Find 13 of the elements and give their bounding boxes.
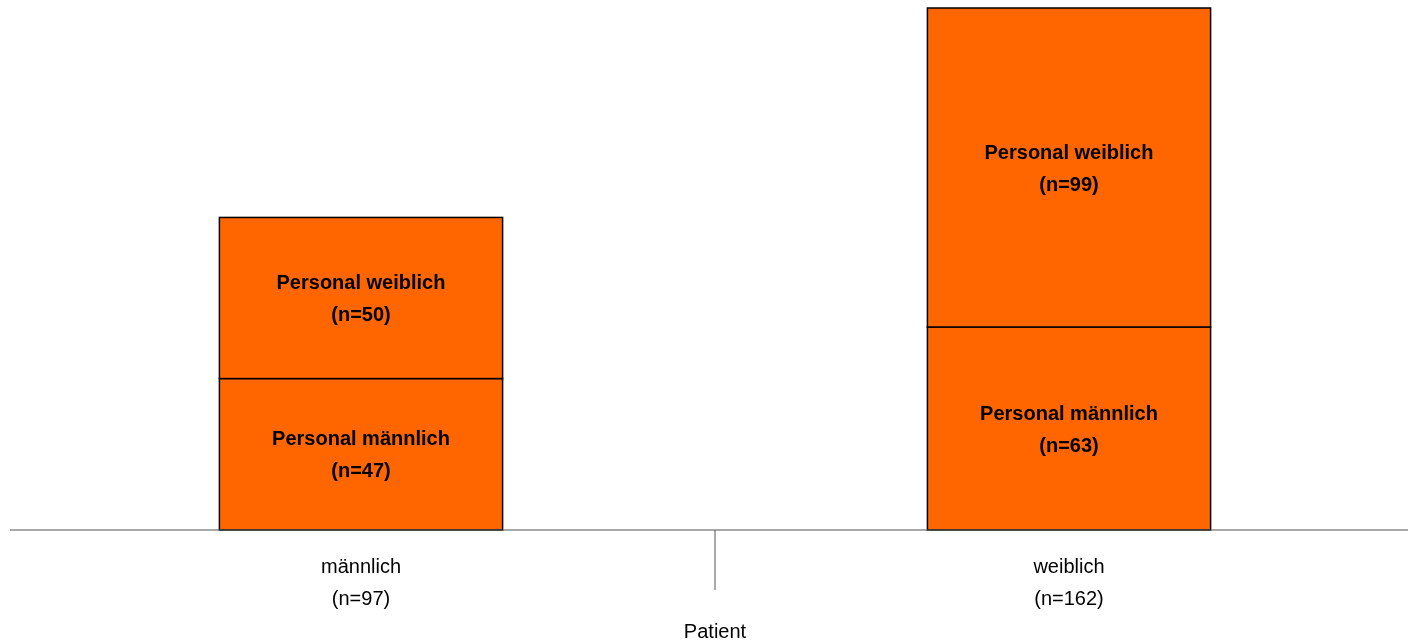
x-tick-label: weiblich — [1032, 555, 1105, 577]
data-label: (n=99) — [1039, 172, 1099, 195]
total-label: (n=162) — [1034, 587, 1104, 609]
data-label: (n=50) — [331, 303, 391, 325]
x-tick-label: männlich — [320, 555, 402, 577]
text: Personal männlich — [980, 401, 1158, 424]
x-axis-title: Patient — [683, 620, 747, 642]
text: Personal weiblich — [984, 140, 1154, 163]
series-label: Personal männlich — [272, 427, 450, 450]
series-label: Personal weiblich — [276, 271, 446, 293]
data-label: (n=47) — [331, 459, 391, 482]
data-label: (n=63) — [1039, 433, 1099, 456]
total-label: (n=97) — [331, 587, 391, 609]
